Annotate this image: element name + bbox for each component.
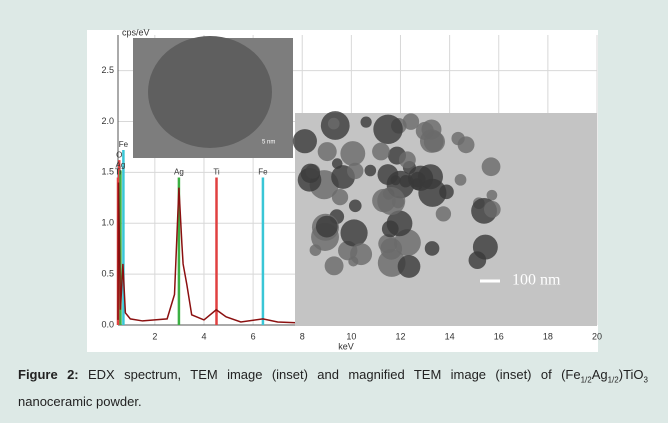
particle xyxy=(332,158,343,169)
particle xyxy=(350,243,372,265)
particle xyxy=(469,251,487,269)
y-tick-label: 1.0 xyxy=(101,218,114,228)
particle xyxy=(425,241,440,256)
particle xyxy=(316,216,338,238)
y-tick-label: 2.0 xyxy=(101,116,114,126)
particle xyxy=(365,165,377,177)
x-tick-label: 14 xyxy=(445,331,455,341)
x-tick-label: 4 xyxy=(201,331,206,341)
page: cps/eV keV 0.0 0.5 1.0 1.5 2.0 2.5 2 4 6 8 10 12 14 1… xyxy=(0,0,668,423)
particle xyxy=(347,163,363,179)
caption-sub: 1/2 xyxy=(608,376,619,385)
particle xyxy=(349,199,362,212)
x-tick-label: 10 xyxy=(346,331,356,341)
particle xyxy=(293,129,317,153)
caption-sub: 1/2 xyxy=(581,376,592,385)
particle xyxy=(398,255,421,278)
x-axis-label: keV xyxy=(338,341,354,351)
particle xyxy=(373,115,402,144)
caption: Figure 2: EDX spectrum, TEM image (inset… xyxy=(18,364,648,412)
x-tick-label: 6 xyxy=(251,331,256,341)
particle xyxy=(310,244,322,256)
caption-label: Figure 2: xyxy=(18,367,79,382)
particle xyxy=(340,141,365,166)
particle xyxy=(439,185,454,200)
particle xyxy=(328,118,340,130)
scale-label: 5 nm xyxy=(262,140,275,146)
caption-text: EDX spectrum, TEM image (inset) and magn… xyxy=(88,367,581,382)
particle xyxy=(318,142,337,161)
x-tick-label: 12 xyxy=(395,331,405,341)
element-label: Fe xyxy=(119,140,129,149)
caption-text: nanoceramic powder. xyxy=(18,394,142,409)
element-label: Fe xyxy=(258,168,268,177)
x-tick-label: 20 xyxy=(592,331,602,341)
particle xyxy=(455,174,467,186)
particle xyxy=(148,36,272,148)
particle xyxy=(484,201,501,218)
x-tick-label: 2 xyxy=(152,331,157,341)
particle xyxy=(332,189,348,205)
y-axis-label: cps/eV xyxy=(122,27,150,37)
y-tick-label: 0.0 xyxy=(101,319,114,329)
particle xyxy=(482,157,501,176)
figure: cps/eV keV 0.0 0.5 1.0 1.5 2.0 2.5 2 4 6 8 10 12 14 1… xyxy=(0,0,668,360)
caption-text: )TiO xyxy=(619,367,644,382)
particle xyxy=(377,187,405,215)
tem-inset-small: 5 nm xyxy=(133,36,293,158)
particle xyxy=(372,143,390,161)
x-tick-label: 16 xyxy=(494,331,504,341)
particle xyxy=(301,164,320,183)
caption-sub: 3 xyxy=(644,376,648,385)
element-label: Ti xyxy=(115,168,122,177)
x-tick-label: 8 xyxy=(300,331,305,341)
particle xyxy=(361,117,372,128)
particle xyxy=(325,256,344,275)
particle xyxy=(420,129,444,153)
particle xyxy=(458,136,475,153)
y-tick-label: 0.5 xyxy=(101,268,114,278)
particle xyxy=(399,151,416,168)
y-tick-label: 1.5 xyxy=(101,167,114,177)
y-tick-label: 2.5 xyxy=(101,65,114,75)
tem-inset-large: 100 nm xyxy=(293,111,597,326)
element-label: O xyxy=(116,150,122,159)
particle xyxy=(418,164,443,189)
element-label: Ti xyxy=(213,168,220,177)
caption-text: Ag xyxy=(592,367,608,382)
scale-label: 100 nm xyxy=(512,272,561,289)
particle xyxy=(340,219,367,246)
x-tick-label: 18 xyxy=(543,331,553,341)
particle xyxy=(436,206,451,221)
element-label: Ag xyxy=(174,168,184,177)
